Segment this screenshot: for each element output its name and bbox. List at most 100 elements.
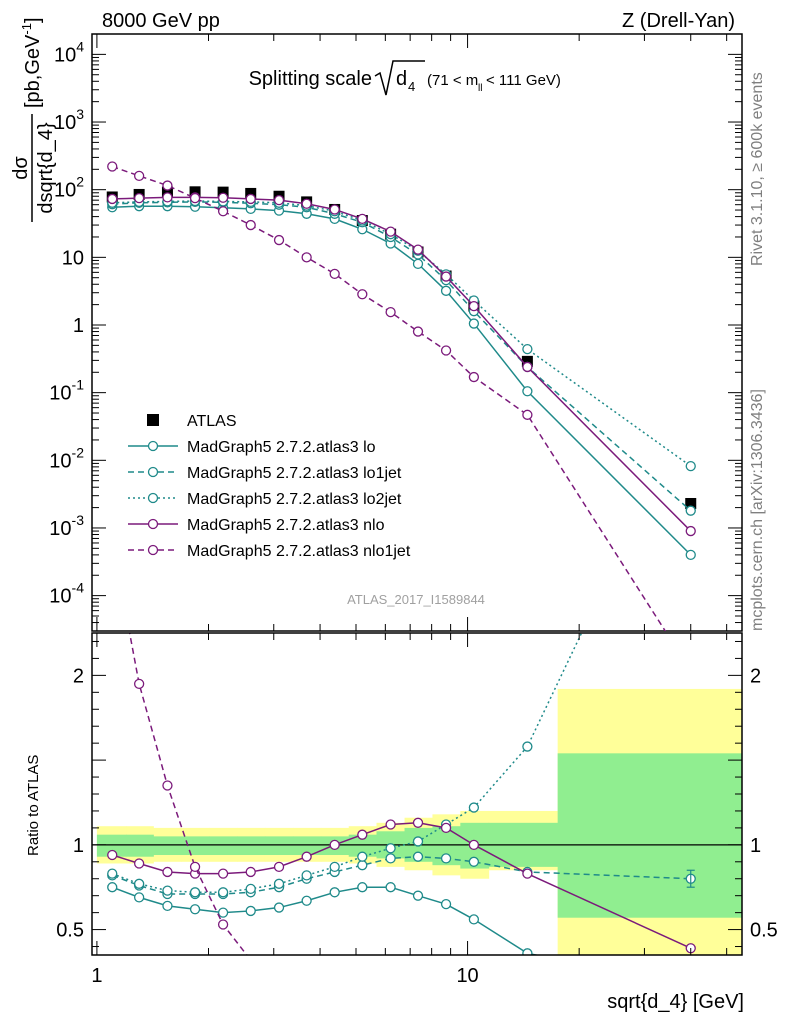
series-marker-ratio bbox=[522, 741, 533, 752]
series-marker-ratio bbox=[522, 948, 533, 955]
atlas-point bbox=[245, 187, 257, 199]
y-tick-label: 10-2 bbox=[49, 444, 84, 472]
series-marker-main bbox=[385, 226, 396, 237]
uncertainty-band-green bbox=[264, 836, 294, 856]
series-marker-ratio bbox=[522, 868, 533, 879]
series-marker-ratio bbox=[412, 851, 424, 862]
series-marker-ratio bbox=[189, 861, 201, 873]
main-data bbox=[106, 161, 697, 631]
series-marker-ratio bbox=[217, 919, 229, 930]
series-marker-ratio bbox=[245, 866, 256, 878]
y-tick-label: 10-3 bbox=[49, 512, 84, 540]
series-marker-main bbox=[522, 343, 533, 355]
ratio-data bbox=[107, 633, 696, 955]
series-marker-main bbox=[440, 345, 452, 356]
series-marker-main bbox=[162, 192, 173, 203]
atlas-point bbox=[189, 186, 201, 198]
series-marker-ratio bbox=[107, 849, 118, 861]
series-marker-main bbox=[357, 213, 368, 225]
series-marker-main bbox=[685, 460, 696, 472]
series-marker-ratio bbox=[133, 858, 145, 869]
series-marker-ratio bbox=[468, 839, 480, 850]
series-marker-ratio bbox=[301, 851, 312, 862]
header-right: Z (Drell-Yan) bbox=[622, 10, 735, 32]
series-marker-ratio bbox=[301, 895, 312, 906]
series-marker-main bbox=[301, 252, 312, 263]
legend-marker bbox=[147, 440, 159, 452]
series-marker-main bbox=[162, 180, 173, 191]
series-marker-ratio bbox=[385, 882, 396, 893]
series-marker-ratio bbox=[440, 822, 452, 834]
series-marker-ratio bbox=[412, 836, 424, 847]
y-tick-exp: -1 bbox=[72, 377, 85, 393]
series-marker-ratio bbox=[273, 878, 285, 889]
series-marker-ratio bbox=[162, 900, 173, 912]
series-marker-main bbox=[412, 244, 424, 255]
ratio-y-tick-label: 0.5 bbox=[56, 920, 84, 942]
atlas-point bbox=[217, 186, 229, 198]
series-marker-ratio bbox=[385, 853, 396, 864]
series-marker-main bbox=[133, 170, 145, 182]
series-marker-ratio bbox=[329, 839, 340, 850]
atlas-point bbox=[685, 497, 697, 509]
series-marker-main bbox=[133, 192, 145, 204]
series-marker-ratio bbox=[357, 851, 368, 862]
series-marker-main bbox=[273, 195, 285, 206]
x-tick-label: 10 bbox=[456, 965, 478, 987]
ratio-panel: 0.5 0.5 1 1 2 2 1 10 bbox=[56, 632, 778, 987]
series-marker-main bbox=[301, 198, 312, 209]
series-marker-main bbox=[685, 505, 696, 516]
series-marker-ratio bbox=[162, 885, 173, 896]
ratio-y-tick-label: 2 bbox=[73, 665, 84, 687]
ratio-bands bbox=[92, 688, 742, 955]
ratio-ticks: 0.5 0.5 1 1 2 2 1 10 bbox=[56, 633, 778, 987]
series-marker-ratio bbox=[133, 892, 145, 903]
rivet-label: Rivet 3.1.10, ≥ 600k events bbox=[749, 72, 766, 266]
series-line-main bbox=[112, 196, 692, 532]
y-tick-label: 10-4 bbox=[49, 580, 84, 608]
series-marker-ratio bbox=[385, 843, 396, 854]
title-symbol-sub: 4 bbox=[408, 79, 415, 94]
series-marker-main bbox=[440, 285, 452, 296]
series-line-main bbox=[112, 205, 692, 556]
series-marker-main bbox=[357, 289, 368, 300]
legend-label: MadGraph5 2.7.2.atlas3 nlo1jet bbox=[187, 543, 411, 560]
series-marker-ratio bbox=[107, 868, 118, 879]
series-marker-ratio bbox=[329, 887, 340, 898]
ylabel-denominator: dsqrt{d_4} bbox=[35, 122, 57, 214]
series-marker-main bbox=[245, 193, 256, 205]
series-line-main bbox=[111, 165, 667, 631]
series-marker-ratio bbox=[468, 856, 480, 867]
series-marker-ratio bbox=[273, 861, 285, 873]
series-marker-ratio bbox=[133, 678, 145, 689]
y-tick-label: 1 bbox=[73, 315, 84, 337]
y-tick-label: 102 bbox=[54, 174, 84, 202]
series-marker-main bbox=[412, 326, 424, 337]
y-tick-base: 10 bbox=[49, 450, 71, 472]
title-prefix: Splitting scale bbox=[249, 68, 372, 90]
uncertainty-band-green bbox=[237, 836, 266, 856]
series-marker-main bbox=[273, 234, 285, 246]
ratio-y-tick-label-right: 0.5 bbox=[750, 920, 778, 942]
series-marker-main bbox=[412, 258, 424, 270]
series-marker-ratio bbox=[357, 882, 368, 893]
uncertainty-band-green bbox=[292, 836, 322, 856]
uncertainty-band-green bbox=[557, 753, 742, 918]
y-tick-label: 103 bbox=[54, 106, 84, 134]
legend-label: MadGraph5 2.7.2.atlas3 lo1jet bbox=[187, 465, 402, 482]
series-marker-ratio bbox=[217, 887, 229, 898]
title-symbol: d bbox=[396, 68, 407, 90]
main-y-label: dσ dsqrt{d_4} [pb,GeV-1] bbox=[10, 17, 57, 222]
series-marker-main bbox=[522, 409, 533, 420]
ratio-y-label: Ratio to ATLAS bbox=[25, 755, 42, 856]
legend-label: MadGraph5 2.7.2.atlas3 lo bbox=[187, 439, 376, 456]
series-marker-ratio bbox=[133, 878, 145, 889]
plot-title: Splitting scale d 4 (71 < m ll < 111 GeV… bbox=[249, 60, 561, 96]
legend: ATLAS MadGraph5 2.7.2.atlas3 lo MadGraph5 … bbox=[128, 413, 411, 560]
x-tick-label: 1 bbox=[91, 965, 102, 987]
series-marker-ratio bbox=[189, 904, 201, 915]
series-marker-ratio bbox=[440, 899, 452, 910]
series-marker-main bbox=[468, 371, 480, 383]
